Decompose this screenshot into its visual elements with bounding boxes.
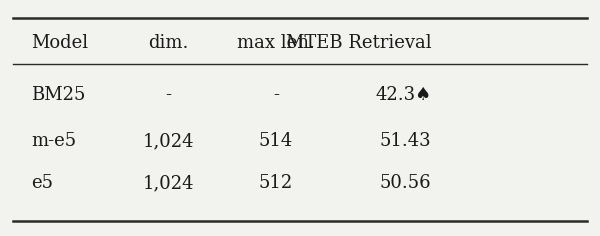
Text: m-e5: m-e5 bbox=[31, 132, 76, 150]
Text: 1,024: 1,024 bbox=[143, 174, 194, 192]
Text: BM25: BM25 bbox=[31, 86, 86, 104]
Text: max len.: max len. bbox=[237, 34, 315, 52]
Text: MTEB Retrieval: MTEB Retrieval bbox=[286, 34, 431, 52]
Text: 51.43: 51.43 bbox=[380, 132, 431, 150]
Text: -: - bbox=[273, 86, 279, 104]
Text: 50.56: 50.56 bbox=[380, 174, 431, 192]
Text: 514: 514 bbox=[259, 132, 293, 150]
Text: Model: Model bbox=[31, 34, 88, 52]
Text: -: - bbox=[166, 86, 172, 104]
Text: 512: 512 bbox=[259, 174, 293, 192]
Text: dim.: dim. bbox=[148, 34, 189, 52]
Text: 1,024: 1,024 bbox=[143, 132, 194, 150]
Text: 42.3♠: 42.3♠ bbox=[375, 86, 431, 104]
Text: e5: e5 bbox=[31, 174, 53, 192]
